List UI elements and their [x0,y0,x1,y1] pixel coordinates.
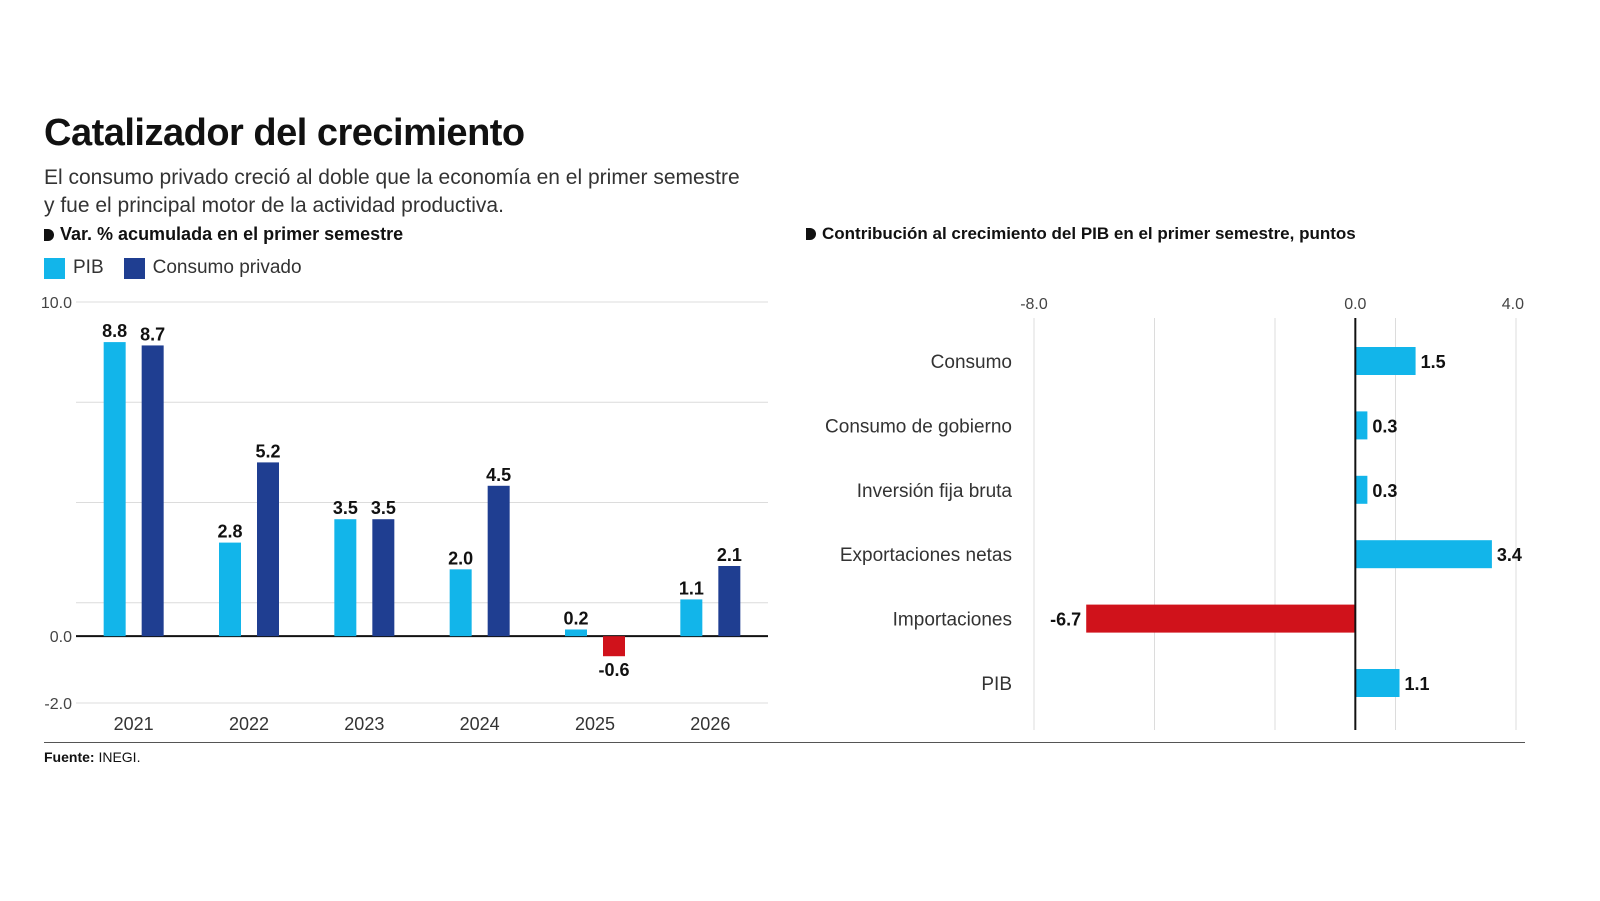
data-label: -6.7 [1050,610,1081,630]
data-label: 0.3 [1372,481,1397,501]
data-label: 1.1 [1405,674,1430,694]
legend-swatch-consumo [123,257,145,279]
x-tick-label: 2025 [575,714,615,734]
x-tick-label: 2022 [229,714,269,734]
y-tick-label: 10.0 [41,295,72,312]
source-label: Fuente: [44,749,95,765]
category-label: Consumo [931,352,1012,373]
x-tick-label: 4.0 [1502,296,1524,313]
category-label: Exportaciones netas [840,545,1012,566]
section-marker-icon [806,228,816,240]
x-tick-label: 2024 [460,714,500,734]
bar [1355,411,1368,440]
x-tick-label: 2026 [690,714,730,734]
data-label: 1.5 [1421,352,1446,372]
data-label: 0.3 [1372,416,1397,436]
bar-pib [449,569,472,637]
data-label: 2.8 [217,522,242,542]
bar-consumo [257,462,279,637]
left-chart-title-text: Var. % acumulada en el primer semestre [60,224,404,244]
category-label: Consumo de gobierno [825,416,1012,437]
data-label: 3.5 [371,498,396,518]
data-label: 3.4 [1497,545,1522,565]
legend: PIB Consumo privado [44,257,322,279]
legend-item-consumo: Consumo privado [123,257,302,279]
bar-pib [219,542,241,637]
bar-consumo [718,565,741,637]
bar-pib [103,342,126,637]
data-label: 0.2 [563,608,588,628]
bar-consumo [141,345,164,637]
category-label: Importaciones [893,610,1012,631]
bar [1355,347,1416,375]
right-chart-title: Contribución al crecimiento del PIB en e… [806,224,1356,244]
legend-label-pib: PIB [73,257,104,278]
section-marker-icon [44,228,54,241]
legend-swatch-pib [44,257,65,279]
chart-subtitle: El consumo privado creció al doble que l… [44,166,740,217]
category-label: Inversión fija bruta [857,481,1013,502]
legend-item-pib: PIB [44,257,104,279]
data-label: 2.0 [448,548,473,568]
gdp-contribution-chart: -8.0 0.0 4.0 Consumo 1.5 Consumo de gobierno 0… [825,296,1524,730]
source-text: INEGI. [98,749,141,765]
annual-growth-chart: 10.0 0.0 -2.0 2021 8.8 8.7 2022 2.8 5.2 2023 3.5 3.… [41,295,768,734]
right-chart-title-text: Contribución al crecimiento del PIB en e… [822,224,1356,243]
data-label: 8.7 [140,324,165,344]
legend-label-consumo: Consumo privado [152,257,302,278]
bar [1355,540,1492,569]
y-tick-label: 0.0 [50,629,72,646]
data-label: 4.5 [486,465,511,485]
x-tick-label: 2021 [114,714,154,734]
bar [1355,475,1368,504]
chart-title: Catalizador del crecimiento [44,112,525,154]
bar [1086,604,1356,633]
data-label: 8.8 [102,321,127,341]
left-chart-title: Var. % acumulada en el primer semestre [44,224,403,245]
category-label: PIB [981,674,1012,695]
data-label: 2.1 [717,545,742,565]
y-tick-label: -2.0 [44,696,72,713]
footer-divider [44,742,1525,743]
bar-pib [565,629,587,637]
bar-pib [334,519,357,637]
bar-consumo [372,519,395,637]
bar-consumo [487,485,510,637]
x-tick-label: 2023 [344,714,384,734]
bar-pib [680,599,703,637]
bar-consumo [603,636,625,657]
data-label: -0.6 [598,660,629,680]
x-tick-label: 0.0 [1344,296,1366,313]
data-label: 5.2 [255,441,280,461]
x-tick-label: -8.0 [1020,296,1048,313]
data-label: 3.5 [333,498,358,518]
source-note: Fuente: INEGI. [44,749,140,765]
data-label: 1.1 [679,578,704,598]
bar [1355,669,1400,697]
